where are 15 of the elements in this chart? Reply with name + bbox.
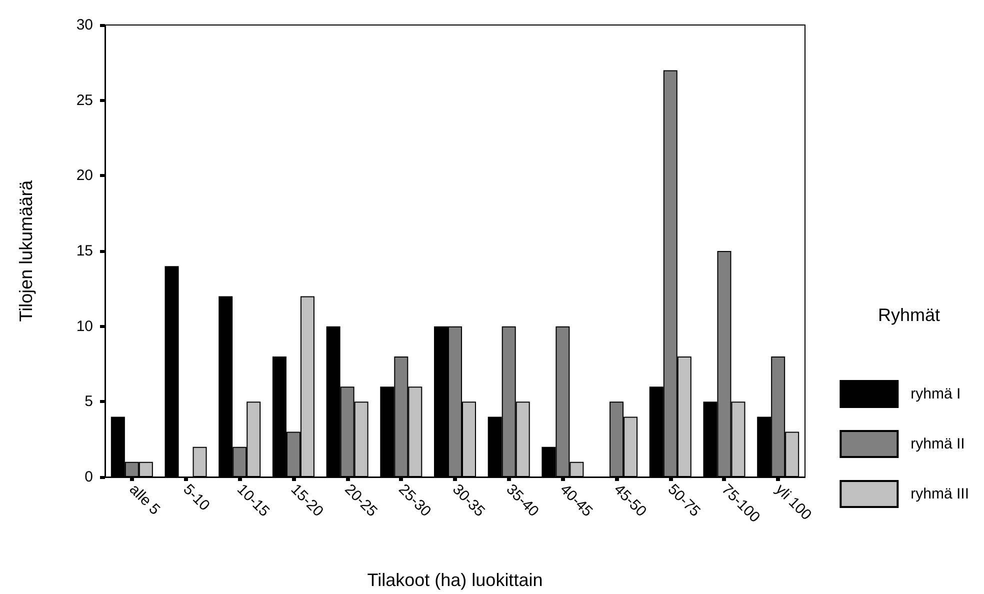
y-tick-label: 15 [76, 242, 93, 260]
y-tick-label: 5 [84, 393, 93, 410]
legend-label: ryhmä I [910, 386, 961, 402]
y-axis-title: Tilojen lukumäärä [16, 179, 36, 322]
y-tick-label: 30 [76, 16, 93, 34]
legend-label: ryhmä II [910, 436, 965, 452]
y-tick-label: 0 [84, 468, 93, 486]
legend-label: ryhmä III [910, 486, 970, 502]
x-axis-title: Tilakoot (ha) luokittain [367, 570, 543, 590]
y-tick-label: 10 [76, 318, 93, 335]
x-tick-label: yli 100 [772, 480, 815, 524]
x-tick-label: alle 5 [126, 480, 164, 518]
legend-title: Ryhmät [878, 305, 940, 325]
y-tick-label: 20 [76, 167, 93, 184]
y-tick-label: 25 [76, 92, 93, 109]
